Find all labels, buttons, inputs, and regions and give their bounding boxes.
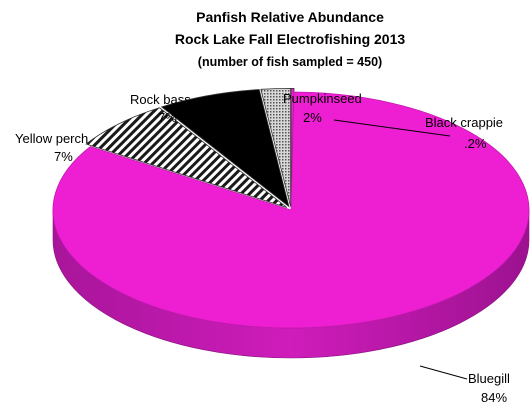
- label-bluegill: Bluegill: [468, 371, 510, 386]
- pie-slices: [52, 88, 530, 359]
- slice-labels: Rock bass 7% Yellow perch 7% Pumpkinseed…: [15, 91, 510, 405]
- value-bluegill: 84%: [481, 390, 507, 405]
- label-yellow-perch: Yellow perch: [15, 131, 88, 146]
- pie-slice-rock-bass: [160, 89, 290, 208]
- pie-slice-yellow-perch: [85, 107, 288, 208]
- label-black-crappie: Black crappie: [425, 115, 503, 130]
- value-yellow-perch: 7%: [54, 149, 73, 164]
- value-pumpkinseed: 2%: [303, 110, 322, 125]
- value-rock-bass: 7%: [158, 110, 177, 125]
- value-black-crappie: .2%: [464, 136, 487, 151]
- pie-slice-pumpkinseed: [260, 88, 292, 207]
- chart-note: (number of fish sampled = 450): [198, 55, 382, 69]
- label-pumpkinseed: Pumpkinseed: [283, 91, 362, 106]
- label-rock-bass: Rock bass: [130, 92, 191, 107]
- leader-line-black-crappie: [333, 119, 451, 137]
- chart-title: Panfish Relative Abundance: [196, 9, 384, 25]
- chart-subtitle: Rock Lake Fall Electrofishing 2013: [175, 31, 406, 47]
- pie-slice-bluegill: [52, 91, 530, 329]
- leader-line-bluegill: [419, 365, 468, 380]
